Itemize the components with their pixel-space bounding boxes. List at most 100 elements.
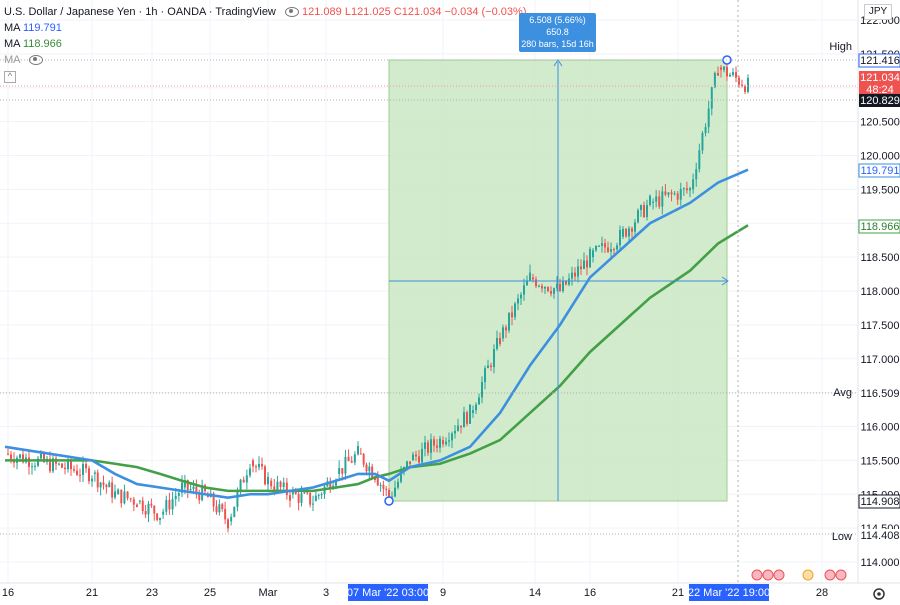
candle-body (595, 245, 597, 251)
candle-body (652, 201, 655, 203)
candle-body (285, 482, 288, 496)
time-tick-label: 9 (440, 587, 446, 599)
candle-body (52, 458, 54, 472)
candle-body (215, 506, 218, 513)
event-flag-icon[interactable] (773, 569, 785, 581)
candle-body (34, 465, 36, 467)
candle-body (565, 280, 567, 285)
candle-body (472, 410, 474, 413)
candle-body (40, 453, 42, 459)
candle-body (710, 87, 713, 109)
hidden-eye-icon[interactable] (28, 55, 43, 66)
time-tick-label: 3 (323, 587, 329, 599)
candle-body (577, 266, 579, 277)
event-flag-icon[interactable] (835, 569, 847, 581)
candle-body (499, 337, 501, 344)
candle-body (478, 397, 480, 405)
candle-body (433, 439, 435, 446)
candle-body (553, 288, 555, 294)
candle-body (174, 495, 177, 500)
candle-body (359, 453, 362, 455)
ma2-label[interactable]: MA (4, 38, 20, 50)
candle-body (658, 196, 661, 207)
candle-body (255, 466, 257, 468)
candle-body (291, 490, 294, 495)
candle-body (628, 228, 630, 237)
price-tick-label: 119.500 (861, 184, 900, 196)
candle-body (538, 285, 540, 287)
candle-body (186, 480, 189, 491)
candle-body (85, 463, 87, 469)
price-tick-label: 114.000 (861, 557, 900, 569)
candle-body (233, 506, 236, 517)
time-axis[interactable] (0, 583, 858, 605)
settings-gear-icon[interactable] (873, 588, 885, 600)
candle-body (589, 248, 591, 268)
price-tick-label: 120.000 (860, 151, 900, 163)
event-icons[interactable] (751, 569, 847, 581)
avg-value: 116.509 (861, 388, 900, 400)
candle-body (415, 454, 417, 457)
time-tick-label: Mar (259, 587, 278, 599)
candle-body (692, 179, 695, 190)
candle-body (729, 74, 731, 77)
measure-bars: 280 bars, 15d 16h (521, 39, 594, 49)
candle-body (707, 108, 710, 128)
candle-body (448, 440, 450, 442)
candle-body (505, 327, 507, 331)
candle-body (7, 453, 9, 455)
candle-body (374, 477, 376, 480)
legend-ma3-row: MA (4, 52, 526, 68)
price-tick-label: 118.500 (861, 252, 900, 264)
range-end-badge (689, 584, 769, 601)
symbol-title[interactable]: U.S. Dollar / Japanese Yen · 1h · OANDA … (4, 6, 276, 18)
event-flag-icon[interactable] (751, 569, 763, 581)
candle-body (409, 461, 411, 465)
candle-body (218, 504, 221, 513)
time-tick-label: 14 (529, 587, 541, 599)
event-flag-icon[interactable] (824, 569, 836, 581)
high-value: 121.416 (860, 55, 900, 67)
candle-body (601, 243, 603, 246)
candle-body (406, 461, 408, 468)
candle-body (655, 196, 658, 202)
collapse-legend-icon[interactable]: ^ (4, 71, 16, 83)
measure-volume: Vol 1.645M (534, 51, 581, 61)
ma1-label[interactable]: MA (4, 22, 20, 34)
candle-body (270, 480, 273, 487)
candle-body (306, 492, 309, 494)
candle-body (236, 491, 239, 507)
candle-body (28, 457, 30, 467)
candle-body (556, 283, 558, 289)
candle-body (616, 245, 618, 250)
candle-body (147, 503, 150, 515)
candle-body (153, 505, 156, 514)
candle-body (580, 266, 582, 270)
candle-body (156, 513, 159, 520)
event-flag-icon[interactable] (762, 569, 774, 581)
candle-body (698, 150, 701, 170)
candle-body (357, 445, 359, 455)
currency-button[interactable]: JPY (864, 4, 892, 20)
candle-body (484, 368, 486, 383)
ma3-label[interactable]: MA (4, 54, 20, 66)
candle-body (317, 494, 320, 496)
visibility-eye-icon[interactable] (284, 7, 299, 18)
time-tick-label: 28 (816, 587, 828, 599)
event-flag-icon[interactable] (802, 569, 814, 581)
price-tick-label: 120.500 (860, 117, 900, 129)
time-tick-label: 21 (672, 587, 684, 599)
candle-body (550, 291, 552, 294)
candle-body (481, 382, 483, 398)
candle-body (571, 272, 573, 279)
candle-body (713, 72, 716, 88)
price-tick-label: 118.000 (861, 286, 900, 298)
time-axis-ticks: 16 21 23 25 Mar 3 9 14 16 21 28 (2, 587, 828, 599)
start-value: 114.908 (861, 496, 900, 508)
measure-start-handle[interactable] (384, 496, 394, 506)
candle-body (430, 439, 432, 453)
price-tick-label: 116.000 (861, 422, 900, 434)
candle-body (466, 412, 468, 424)
candle-body (91, 478, 93, 482)
